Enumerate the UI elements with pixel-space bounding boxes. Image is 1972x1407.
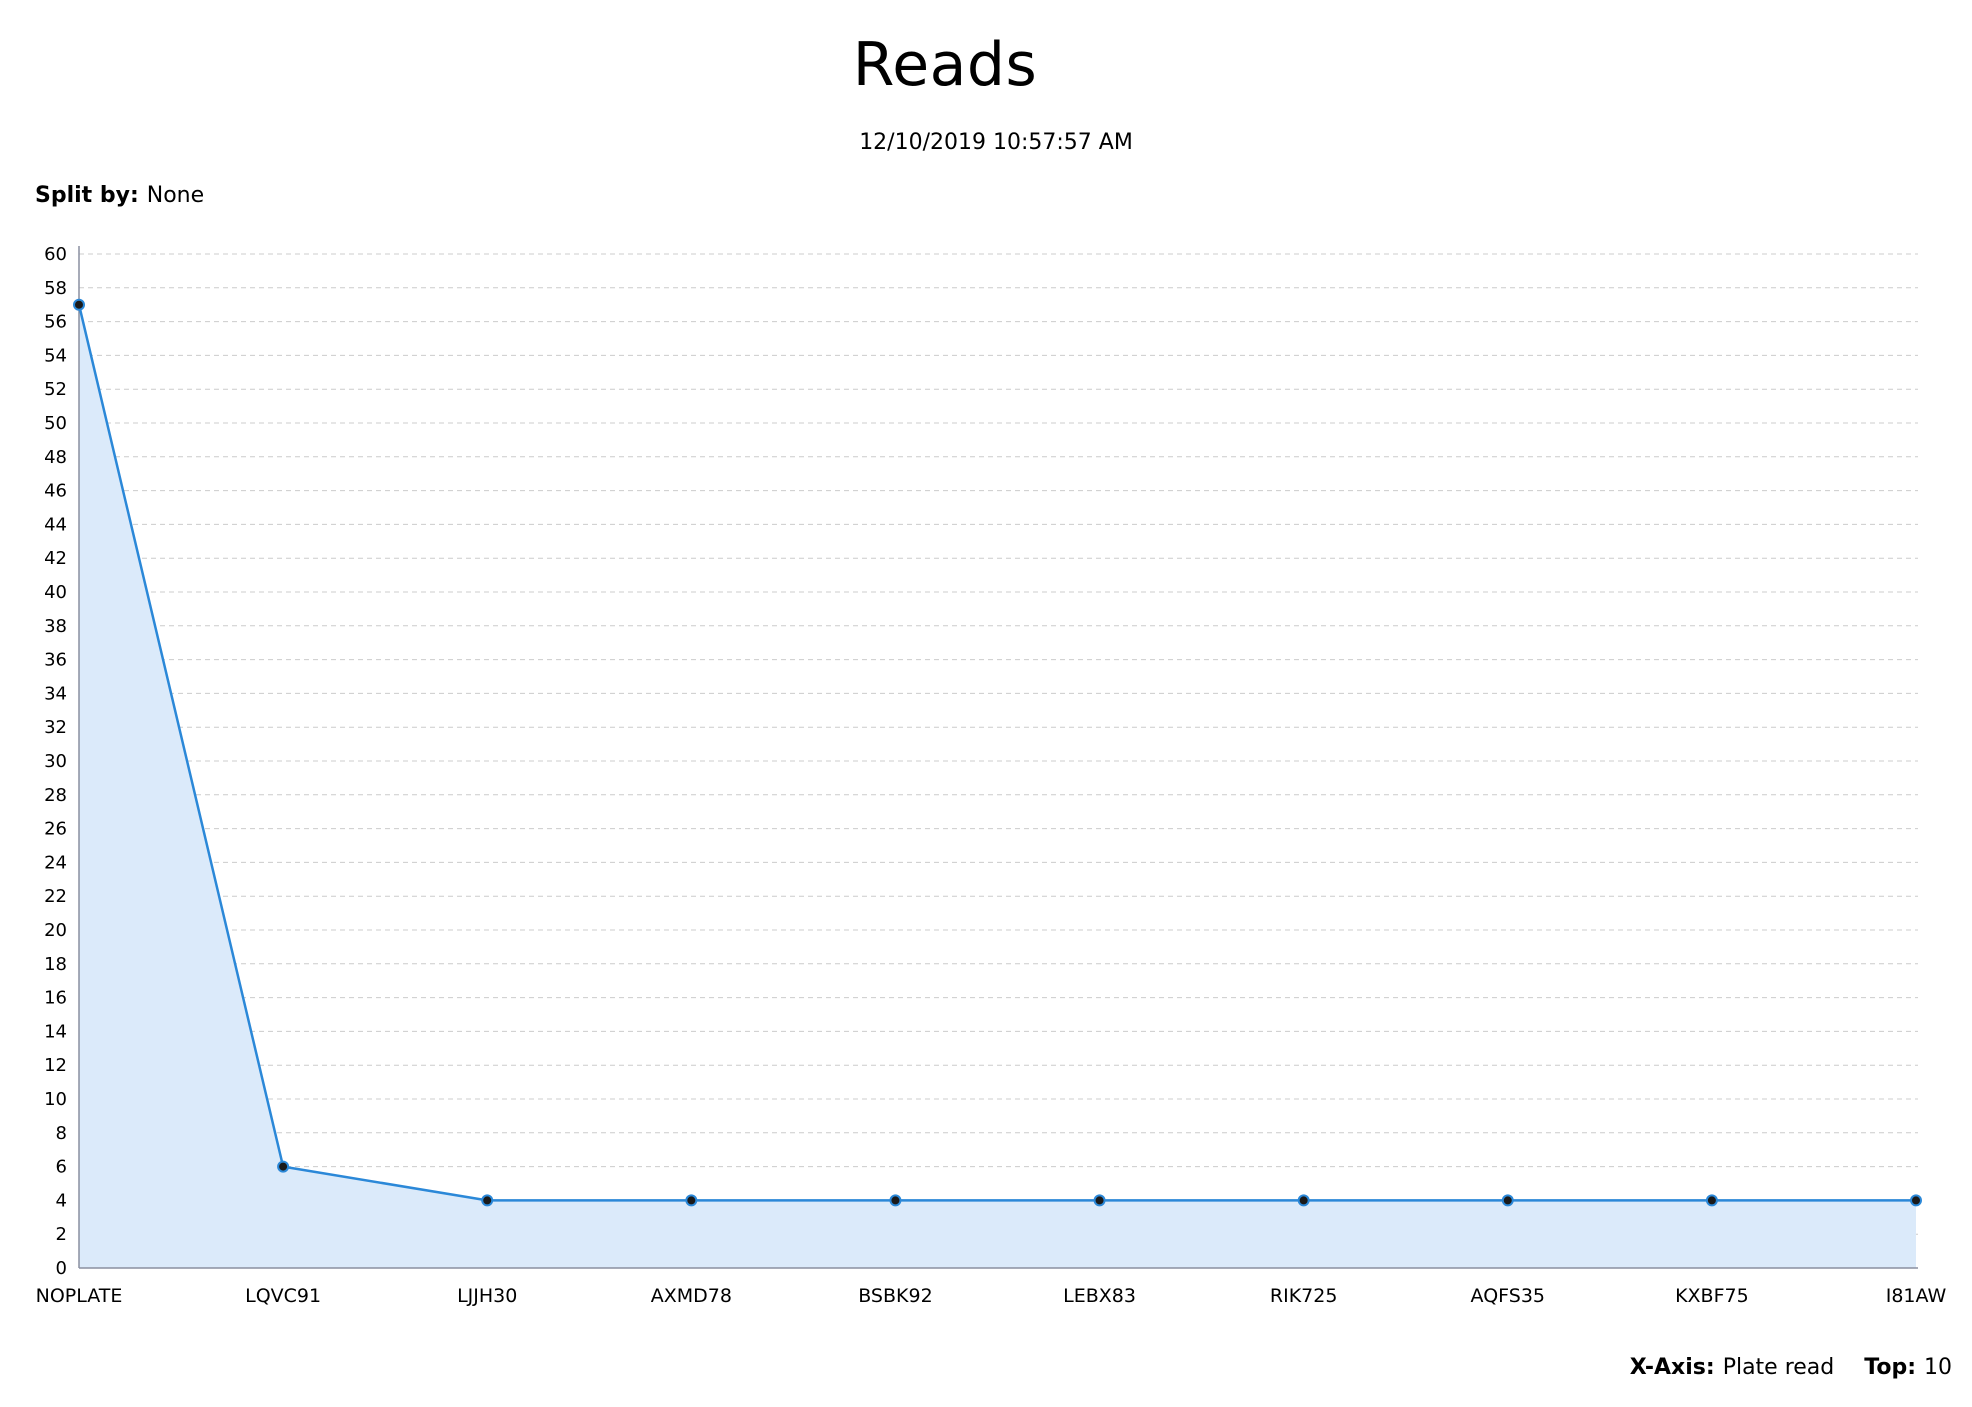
y-tick-label: 34	[44, 683, 67, 704]
y-tick-label: 6	[56, 1157, 67, 1178]
split-by-info: Split by: None	[35, 183, 204, 208]
y-tick-label: 58	[44, 278, 67, 299]
y-tick-label: 56	[44, 312, 67, 333]
y-tick-label: 16	[44, 988, 67, 1009]
y-tick-label: 54	[44, 345, 67, 366]
x-tick-label: LEBX83	[1063, 1285, 1136, 1307]
data-point	[73, 298, 85, 311]
x-axis-value: Plate read	[1722, 1355, 1835, 1380]
y-tick-label: 24	[44, 852, 67, 873]
data-point	[481, 1194, 494, 1207]
data-point	[1705, 1194, 1718, 1207]
x-tick-label: AQFS35	[1471, 1285, 1545, 1307]
x-axis-label: X-Axis:	[1629, 1355, 1715, 1380]
y-tick-label: 50	[44, 413, 67, 434]
x-tick-label: KXBF75	[1675, 1285, 1749, 1307]
y-tick-label: 38	[44, 616, 67, 637]
chart-title: Reads	[852, 30, 1038, 100]
y-tick-label: 52	[44, 379, 67, 400]
y-tick-label: 32	[44, 717, 67, 738]
data-point	[1093, 1194, 1106, 1207]
y-tick-label: 2	[56, 1224, 67, 1245]
x-tick-label: LQVC91	[245, 1285, 321, 1307]
x-tick-label: NOPLATE	[36, 1285, 123, 1307]
y-tick-label: 42	[44, 548, 67, 569]
data-point	[685, 1194, 698, 1207]
y-tick-label: 60	[44, 244, 67, 265]
y-tick-label: 30	[44, 751, 67, 772]
x-tick-label: I81AW	[1886, 1285, 1947, 1307]
series-line	[77, 304, 1916, 1202]
data-point	[1910, 1194, 1922, 1207]
y-tick-label: 40	[44, 582, 67, 603]
x-tick-label: LJJH30	[457, 1285, 517, 1307]
y-tick-label: 8	[56, 1123, 67, 1144]
y-tick-label: 48	[44, 447, 67, 468]
x-tick-label: AXMD78	[651, 1285, 732, 1307]
split-by-value: None	[146, 183, 205, 208]
y-tick-label: 14	[44, 1021, 67, 1042]
y-tick-label: 36	[44, 650, 67, 671]
y-tick-label: 10	[44, 1089, 67, 1110]
top-label: Top:	[1864, 1355, 1916, 1380]
x-tick-label: BSBK92	[858, 1285, 932, 1307]
data-point	[889, 1194, 902, 1207]
y-tick-label: 22	[44, 886, 67, 907]
y-tick-label: 12	[44, 1055, 67, 1076]
y-tick-label: 18	[44, 954, 67, 975]
y-tick-label: 44	[44, 514, 67, 535]
split-by-label: Split by:	[35, 183, 139, 208]
report-timestamp: 12/10/2019 10:57:57 AM	[859, 130, 1133, 155]
chart-footer: X-Axis: Plate read Top: 10	[1630, 1355, 1952, 1380]
y-tick-label: 20	[44, 920, 67, 941]
series-area	[79, 304, 1916, 1268]
y-tick-label: 4	[56, 1190, 67, 1211]
area-chart: 0246810121416182022242628303234363840424…	[36, 244, 1947, 1307]
y-tick-label: 46	[44, 481, 67, 502]
data-point	[1501, 1194, 1514, 1207]
top-value: 10	[1924, 1355, 1952, 1380]
data-point	[1297, 1194, 1310, 1207]
data-point	[277, 1160, 290, 1173]
y-tick-label: 26	[44, 819, 67, 840]
y-tick-label: 0	[56, 1258, 67, 1279]
y-tick-label: 28	[44, 785, 67, 806]
x-tick-label: RIK725	[1270, 1285, 1338, 1307]
